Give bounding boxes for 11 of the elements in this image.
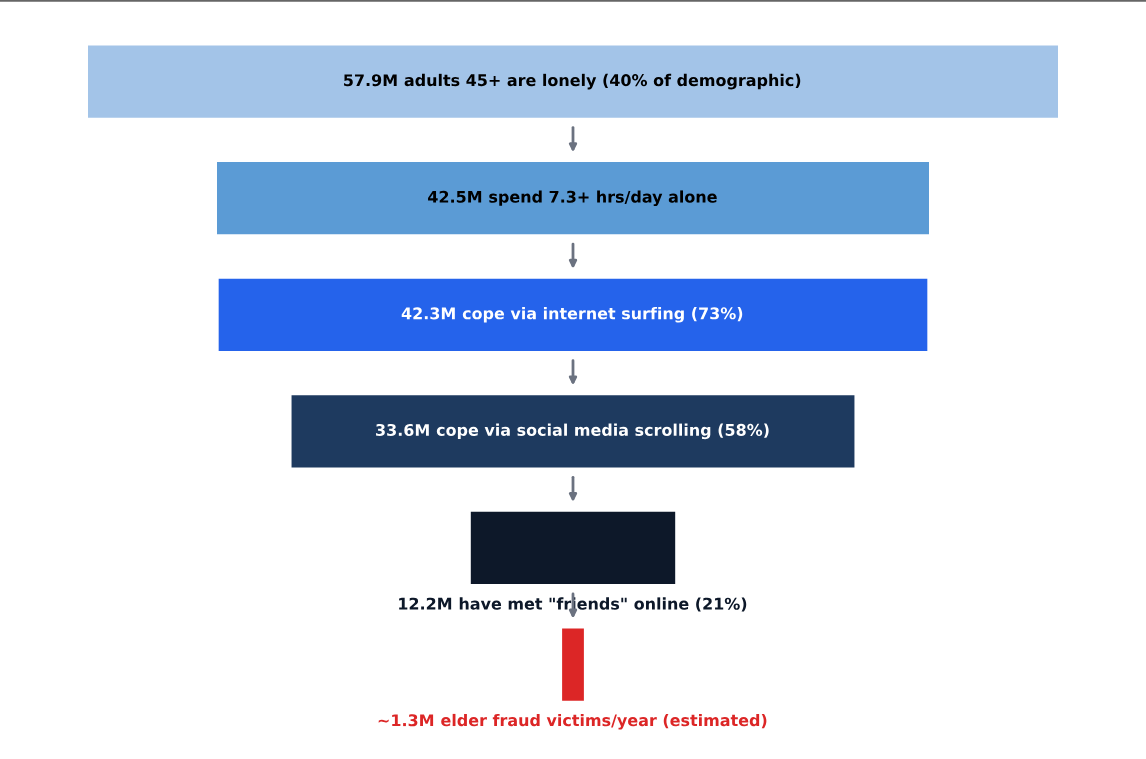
category-label: adults 45+ are lonely (40% of demographic) [404,73,801,90]
data-label: 57.9M [344,74,397,87]
data-label: 33.6M [376,423,429,437]
data-label: 42.5M [428,190,482,203]
data-label: 12.2M [399,597,452,610]
category-label: cope via internet surfing (73%) [462,307,743,323]
data-label: ~1.3M [378,714,434,727]
data-label: 42.3M [401,307,455,320]
category-label: spend 7.3+ hrs/day alone [489,190,717,206]
category-label: cope via social media scrolling (58%) [436,423,769,440]
category-label: elder fraud victims/year (estimated) [441,713,767,730]
